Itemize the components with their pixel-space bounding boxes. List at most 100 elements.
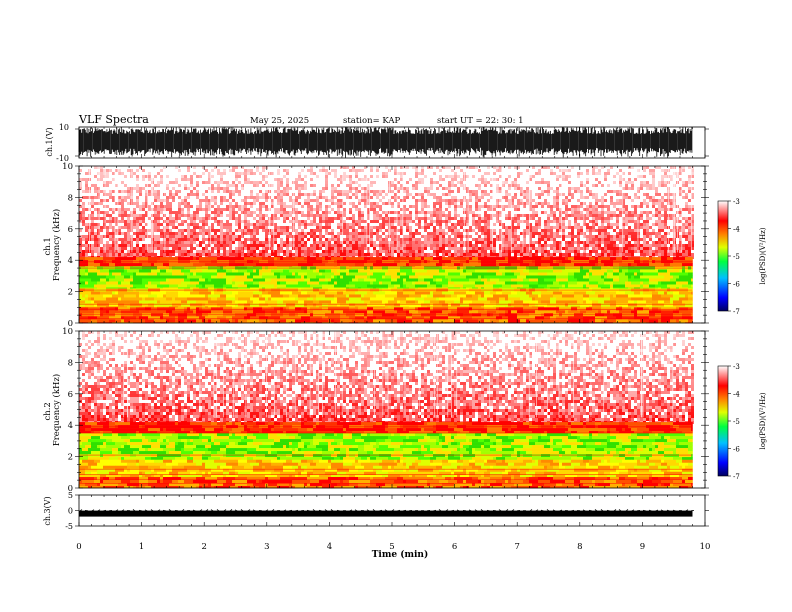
spectrogram-cell	[391, 244, 394, 247]
spectrogram-cell	[289, 250, 292, 253]
spectrogram-cell	[520, 199, 523, 202]
spectrogram-cell	[397, 202, 400, 205]
spectrogram-cell	[286, 214, 289, 217]
spectrogram-cell	[631, 238, 634, 241]
spectrogram-cell	[112, 232, 115, 235]
spectrogram-cell	[628, 229, 631, 232]
spectrogram-cell	[547, 223, 550, 226]
spectrogram-cell	[142, 169, 145, 172]
spectrogram-cell	[628, 269, 641, 273]
spectrogram-cell	[130, 257, 137, 261]
spectrogram-cell	[544, 247, 547, 250]
spectrogram-cell	[364, 205, 367, 208]
spectrogram-cell	[349, 235, 352, 238]
spectrogram-cell	[544, 199, 547, 202]
spectrogram-cell	[442, 253, 445, 256]
spectrogram-cell	[478, 223, 481, 226]
spectrogram-cell	[493, 263, 497, 267]
spectrogram-cell	[460, 202, 463, 205]
spectrogram-cell	[622, 229, 625, 232]
spectrogram-cell	[472, 214, 475, 217]
spectrogram-cell	[235, 202, 238, 205]
spectrogram-cell	[205, 208, 208, 211]
spectrogram-cell	[304, 214, 307, 217]
spectrogram-cell	[568, 272, 575, 276]
spectrogram-cell	[145, 175, 148, 178]
spectrogram-cell	[619, 241, 622, 244]
spectrogram-cell	[166, 235, 169, 238]
spectrogram-cell	[430, 275, 434, 279]
spectrogram-cell	[352, 247, 355, 250]
spectrogram-cell	[118, 202, 121, 205]
spectrogram-cell	[532, 229, 535, 232]
spectrogram-cell	[265, 241, 268, 244]
spectrogram-cell	[352, 181, 355, 184]
spectrogram-cell	[316, 269, 320, 273]
spectrogram-cell	[526, 193, 529, 196]
spectrogram-cell	[604, 238, 607, 241]
spectrogram-cell	[595, 241, 598, 244]
spectrogram-cell	[430, 253, 433, 256]
spectrogram-cell	[631, 232, 634, 235]
spectrogram-cell	[631, 211, 634, 214]
spectrogram-cell	[133, 275, 140, 279]
spectrogram-cell	[280, 205, 283, 208]
spectrogram-cell	[478, 250, 481, 253]
spectrogram-cell	[250, 253, 253, 256]
spectrogram-cell	[382, 172, 385, 175]
spectrogram-cell	[166, 226, 169, 229]
spectrogram-cell	[121, 247, 124, 250]
spectrogram-cell	[682, 247, 685, 250]
spectrogram-cell	[229, 193, 232, 196]
spectrogram-cell	[622, 187, 625, 190]
spectrogram-cell	[79, 211, 82, 214]
spectrogram-cell	[346, 257, 353, 261]
spectrogram-cell	[628, 172, 631, 175]
spectrogram-cell	[589, 208, 592, 211]
spectrogram-cell	[433, 226, 436, 229]
spectrogram-cell	[529, 253, 532, 256]
spectrogram-cell	[658, 235, 661, 238]
spectrogram-cell	[118, 169, 121, 172]
spectrogram-cell	[97, 178, 100, 181]
spectrogram-cell	[139, 275, 143, 279]
spectrogram-cell	[208, 181, 211, 184]
spectrogram-cell	[352, 235, 355, 238]
spectrogram-cell	[433, 202, 436, 205]
spectrogram-cell	[439, 229, 442, 232]
spectrogram-cell	[577, 223, 580, 226]
spectrogram-cell	[460, 247, 463, 250]
spectrogram-cell	[325, 238, 328, 241]
spectrogram-cell	[397, 250, 400, 253]
spectrogram-cell	[301, 232, 304, 235]
spectrogram-cell	[616, 199, 619, 202]
spectrogram-cell	[613, 278, 620, 282]
spectrogram-cell	[610, 190, 613, 193]
spectrogram-cell	[415, 250, 418, 253]
spectrogram-cell	[400, 199, 403, 202]
spectrogram-cell	[91, 196, 94, 199]
spectrogram-cell	[532, 208, 535, 211]
spectrogram-cell	[307, 202, 310, 205]
spectrogram-cell	[274, 241, 277, 244]
spectrogram-cell	[97, 208, 100, 211]
spectrogram-cell	[523, 253, 526, 256]
spectrogram-cell	[616, 226, 619, 229]
spectrogram-cell	[691, 196, 694, 199]
spectrogram-cell	[97, 190, 100, 193]
spectrogram-cell	[691, 208, 694, 211]
spectrogram-cell	[379, 193, 382, 196]
spectrogram-cell	[418, 253, 421, 256]
spectrogram-cell	[535, 223, 538, 226]
spectrogram-cell	[460, 232, 463, 235]
spectrogram-cell	[499, 272, 503, 276]
spectrogram-cell	[247, 278, 254, 282]
spectrogram-cell	[91, 202, 94, 205]
spectrogram-cell	[445, 250, 448, 253]
spectrogram-cell	[304, 253, 307, 256]
spectrogram-cell	[97, 281, 107, 285]
spectrogram-cell	[121, 205, 124, 208]
spectrogram-cell	[118, 214, 121, 217]
spectrogram-cell	[343, 220, 346, 223]
spectrogram-cell	[253, 241, 256, 244]
